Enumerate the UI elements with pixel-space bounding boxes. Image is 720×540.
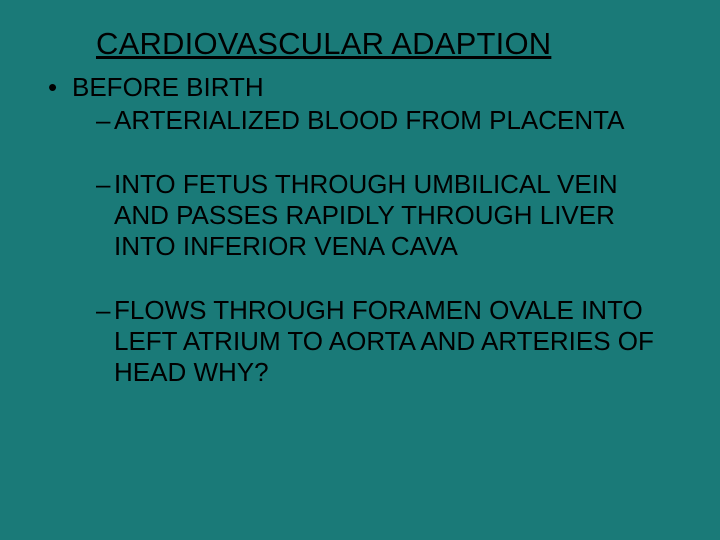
bullet-text: BEFORE BIRTH	[72, 72, 264, 103]
bullet-level2: –ARTERIALIZED BLOOD FROM PLACENTA	[48, 105, 672, 136]
bullet-text: INTO FETUS THROUGH UMBILICAL VEIN AND PA…	[114, 169, 670, 261]
dash-marker: –	[96, 295, 114, 326]
bullet-list: •BEFORE BIRTH –ARTERIALIZED BLOOD FROM P…	[48, 72, 672, 387]
bullet-level2: –INTO FETUS THROUGH UMBILICAL VEIN AND P…	[48, 169, 672, 261]
dash-marker: –	[96, 169, 114, 200]
dash-marker: –	[96, 105, 114, 136]
bullet-text: ARTERIALIZED BLOOD FROM PLACENTA	[114, 105, 624, 136]
bullet-text: FLOWS THROUGH FORAMEN OVALE INTO LEFT AT…	[114, 295, 670, 387]
bullet-marker: •	[48, 72, 72, 103]
slide: CARDIOVASCULAR ADAPTION •BEFORE BIRTH –A…	[0, 0, 720, 540]
bullet-level1: •BEFORE BIRTH	[48, 72, 672, 103]
slide-title: CARDIOVASCULAR ADAPTION	[96, 26, 672, 62]
bullet-level2: –FLOWS THROUGH FORAMEN OVALE INTO LEFT A…	[48, 295, 672, 387]
